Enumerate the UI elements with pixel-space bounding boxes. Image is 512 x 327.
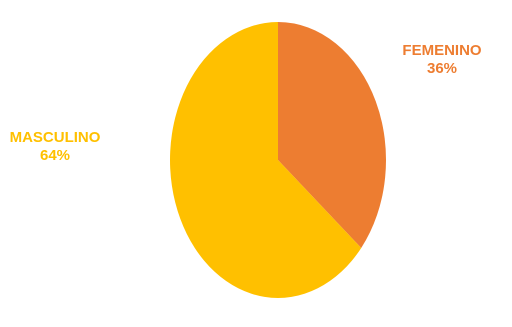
pie-slices: [170, 22, 387, 298]
slice-label-femenino: FEMENINO: [402, 42, 482, 59]
slice-label-masculino: MASCULINO: [10, 129, 101, 146]
pie-slice-femenino: [278, 22, 387, 248]
pie-slice-masculino: [170, 22, 362, 298]
slice-value-masculino: 64%: [40, 147, 70, 164]
data-label-femenino: FEMENINO 36%: [402, 42, 482, 77]
slice-value-femenino: 36%: [427, 60, 457, 77]
pie-labels: FEMENINO 36% MASCULINO 64%: [10, 42, 482, 164]
data-label-masculino: MASCULINO 64%: [10, 129, 101, 164]
